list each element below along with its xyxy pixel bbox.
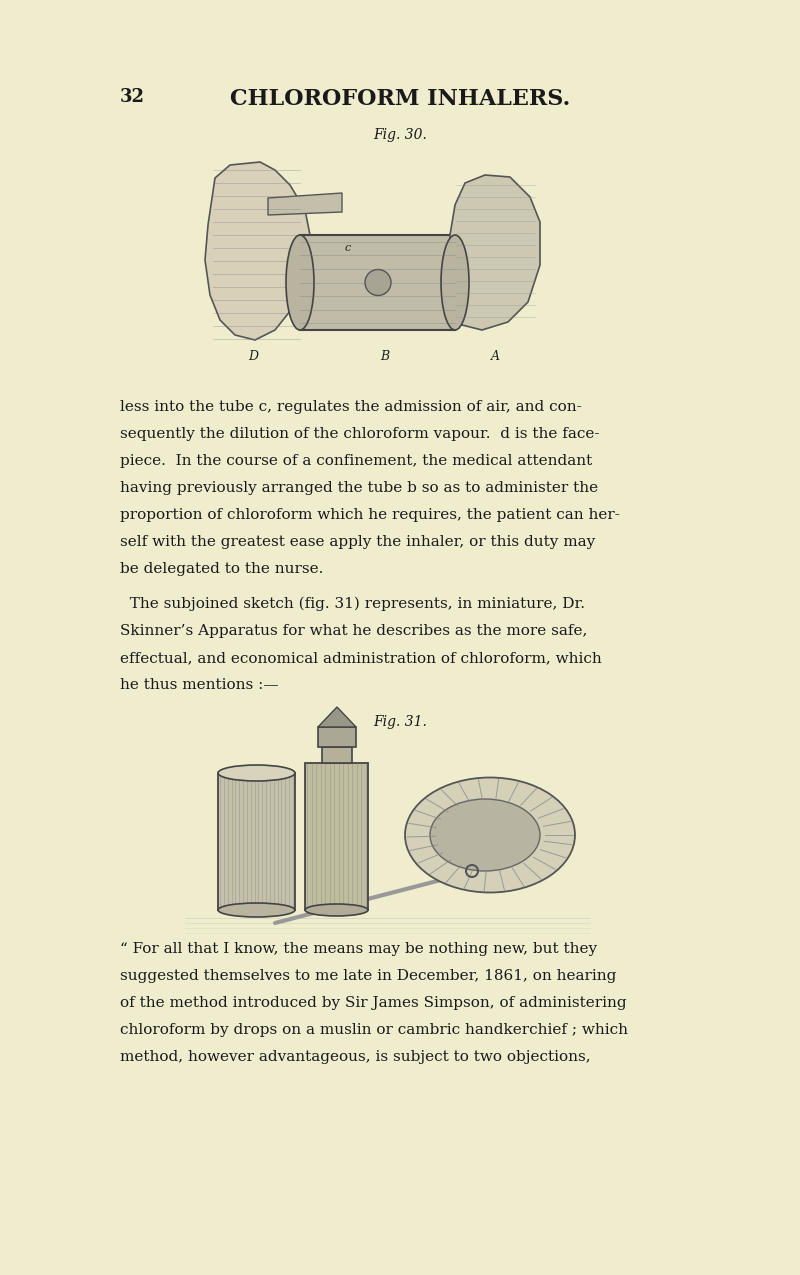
Text: having previously arranged the tube b so as to administer the: having previously arranged the tube b so… <box>120 481 598 495</box>
Text: The subjoined sketch (fig. 31) represents, in miniature, Dr.: The subjoined sketch (fig. 31) represent… <box>120 597 585 612</box>
Polygon shape <box>268 193 342 215</box>
Text: CHLOROFORM INHALERS.: CHLOROFORM INHALERS. <box>230 88 570 110</box>
Ellipse shape <box>430 799 540 871</box>
Text: sequently the dilution of the chloroform vapour.  d is the face-: sequently the dilution of the chloroform… <box>120 427 599 441</box>
Text: method, however advantageous, is subject to two objections,: method, however advantageous, is subject… <box>120 1051 590 1065</box>
Bar <box>322 747 352 762</box>
Ellipse shape <box>305 904 368 915</box>
Text: c: c <box>345 244 351 252</box>
Text: of the method introduced by Sir James Simpson, of administering: of the method introduced by Sir James Si… <box>120 996 626 1010</box>
Polygon shape <box>205 162 310 340</box>
Text: effectual, and economical administration of chloroform, which: effectual, and economical administration… <box>120 652 602 666</box>
Text: piece.  In the course of a confinement, the medical attendant: piece. In the course of a confinement, t… <box>120 454 592 468</box>
Polygon shape <box>318 708 356 727</box>
Text: self with the greatest ease apply the inhaler, or this duty may: self with the greatest ease apply the in… <box>120 536 595 550</box>
Bar <box>218 773 295 910</box>
Text: he thus mentions :—: he thus mentions :— <box>120 678 278 692</box>
Circle shape <box>365 269 391 296</box>
Ellipse shape <box>405 778 575 892</box>
Text: D: D <box>248 351 258 363</box>
Ellipse shape <box>218 765 295 782</box>
Ellipse shape <box>286 235 314 330</box>
Text: B: B <box>381 351 390 363</box>
Bar <box>300 235 455 330</box>
Text: Skinner’s Apparatus for what he describes as the more safe,: Skinner’s Apparatus for what he describe… <box>120 623 587 638</box>
Text: A: A <box>490 351 499 363</box>
Bar <box>318 727 356 747</box>
Text: “ For all that I know, the means may be nothing new, but they: “ For all that I know, the means may be … <box>120 942 597 956</box>
Text: 32: 32 <box>120 88 145 106</box>
Text: be delegated to the nurse.: be delegated to the nurse. <box>120 562 323 576</box>
Text: Fig. 31.: Fig. 31. <box>373 715 427 729</box>
Text: Fig. 30.: Fig. 30. <box>373 128 427 142</box>
Text: proportion of chloroform which he requires, the patient can her-: proportion of chloroform which he requir… <box>120 507 620 521</box>
Text: chloroform by drops on a muslin or cambric handkerchief ; which: chloroform by drops on a muslin or cambr… <box>120 1023 628 1037</box>
Ellipse shape <box>218 903 295 917</box>
Ellipse shape <box>441 235 469 330</box>
Text: less into the tube c, regulates the admission of air, and con-: less into the tube c, regulates the admi… <box>120 400 582 414</box>
Text: suggested themselves to me late in December, 1861, on hearing: suggested themselves to me late in Decem… <box>120 969 616 983</box>
Polygon shape <box>450 175 540 330</box>
Bar <box>305 762 368 910</box>
